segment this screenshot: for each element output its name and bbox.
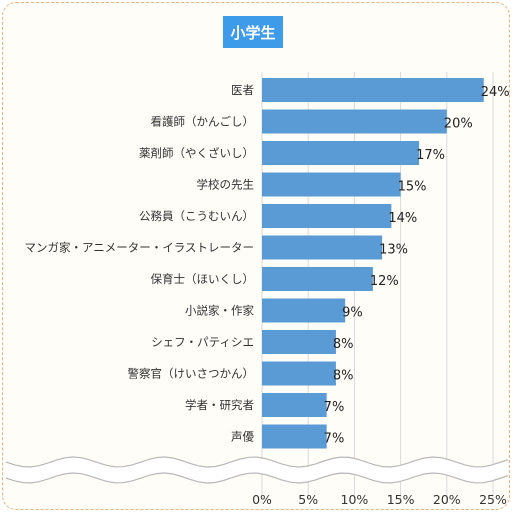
category-label: 警察官（けいさつかん）: [128, 367, 255, 381]
category-label: 公務員（こうむいん）: [139, 209, 254, 223]
axis-break-line: [5, 456, 509, 468]
value-label: 9%: [342, 306, 363, 321]
value-label: 24%: [481, 85, 510, 100]
x-tick-label: 0%: [252, 492, 272, 507]
bar: [262, 172, 401, 197]
bar: [262, 204, 392, 228]
bar: [262, 393, 327, 417]
bar: [262, 267, 373, 291]
category-label: 医者: [231, 83, 254, 97]
value-label: 8%: [333, 369, 354, 384]
value-label: 14%: [388, 211, 417, 226]
bar: [262, 235, 383, 260]
category-label: 声優: [231, 430, 254, 444]
x-tick-label: 20%: [433, 492, 461, 507]
chart-title: 小学生: [223, 16, 283, 48]
x-tick-label: 10%: [341, 492, 369, 507]
bar: [262, 298, 346, 323]
bar: [262, 109, 447, 134]
value-label: 15%: [398, 180, 427, 195]
category-label: 学校の先生: [197, 178, 255, 192]
value-label: 13%: [379, 243, 408, 258]
bar: [262, 78, 484, 102]
category-label: マンガ家・アニメーター・イラストレーター: [24, 241, 254, 255]
value-label: 12%: [370, 274, 399, 289]
axis-break-band: [6, 457, 508, 483]
bar: [262, 424, 327, 449]
category-label: 薬剤師（やくざいし）: [139, 146, 254, 160]
axis-break-line: [5, 472, 509, 484]
x-tick-label: 15%: [387, 492, 415, 507]
bar: [262, 330, 336, 354]
value-label: 17%: [416, 148, 445, 163]
category-label: シェフ・パティシエ: [151, 335, 254, 349]
bar: [262, 361, 336, 386]
value-label: 7%: [324, 432, 345, 447]
x-tick-label: 5%: [298, 492, 318, 507]
x-tick-label: 25%: [479, 492, 507, 507]
value-label: 20%: [444, 117, 473, 132]
bar: [262, 141, 420, 165]
category-label: 看護師（かんごし）: [151, 115, 255, 129]
value-label: 7%: [324, 400, 345, 415]
category-label: 学者・研究者: [185, 398, 254, 412]
category-label: 小説家・作家: [185, 304, 254, 318]
category-label: 保育士（ほいくし）: [151, 272, 255, 286]
value-label: 8%: [333, 337, 354, 352]
